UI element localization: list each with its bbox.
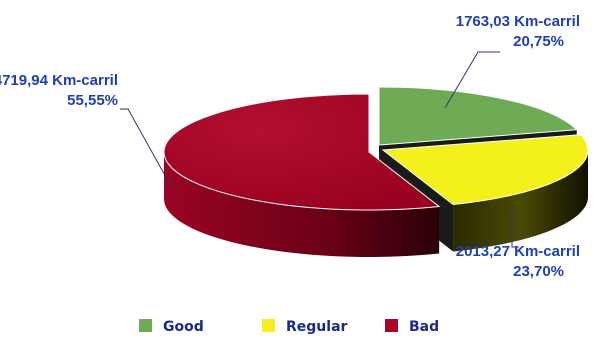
slice-top-bad bbox=[163, 93, 441, 211]
legend-item-bad: Bad bbox=[385, 319, 439, 335]
data-labels: 1763,03 Km-carril 20,75% 2013,27 Km-carril… bbox=[0, 13, 580, 280]
slice-bad bbox=[163, 93, 441, 257]
legend-swatch bbox=[385, 319, 398, 332]
slice-top-good bbox=[378, 86, 578, 146]
data-label-percent: 23,70% bbox=[513, 263, 564, 280]
leader-lines bbox=[120, 51, 519, 248]
slice-regular bbox=[381, 134, 589, 252]
slice-top-regular bbox=[381, 134, 589, 206]
legend: Good Regular Bad bbox=[139, 319, 439, 335]
legend-label: Regular bbox=[286, 319, 348, 335]
data-label-percent: 55,55% bbox=[67, 92, 118, 109]
legend-label: Bad bbox=[409, 319, 439, 335]
leader-line bbox=[511, 212, 519, 248]
pie-slices bbox=[163, 86, 589, 257]
legend-label: Good bbox=[163, 319, 204, 335]
data-label-percent: 20,75% bbox=[513, 33, 564, 50]
data-label-value: 1763,03 Km-carril bbox=[456, 13, 580, 30]
leader-line bbox=[120, 108, 173, 189]
data-label-value: 4719,94 Km-carril bbox=[0, 72, 118, 89]
leader-line bbox=[444, 51, 500, 109]
slice-side bbox=[164, 152, 440, 257]
data-label-value: 2013,27 Km-carril bbox=[456, 243, 580, 260]
legend-item-good: Good bbox=[139, 319, 204, 335]
legend-swatch bbox=[262, 319, 275, 332]
legend-item-regular: Regular bbox=[262, 319, 348, 335]
legend-swatch bbox=[139, 319, 152, 332]
slice-side bbox=[453, 150, 588, 252]
